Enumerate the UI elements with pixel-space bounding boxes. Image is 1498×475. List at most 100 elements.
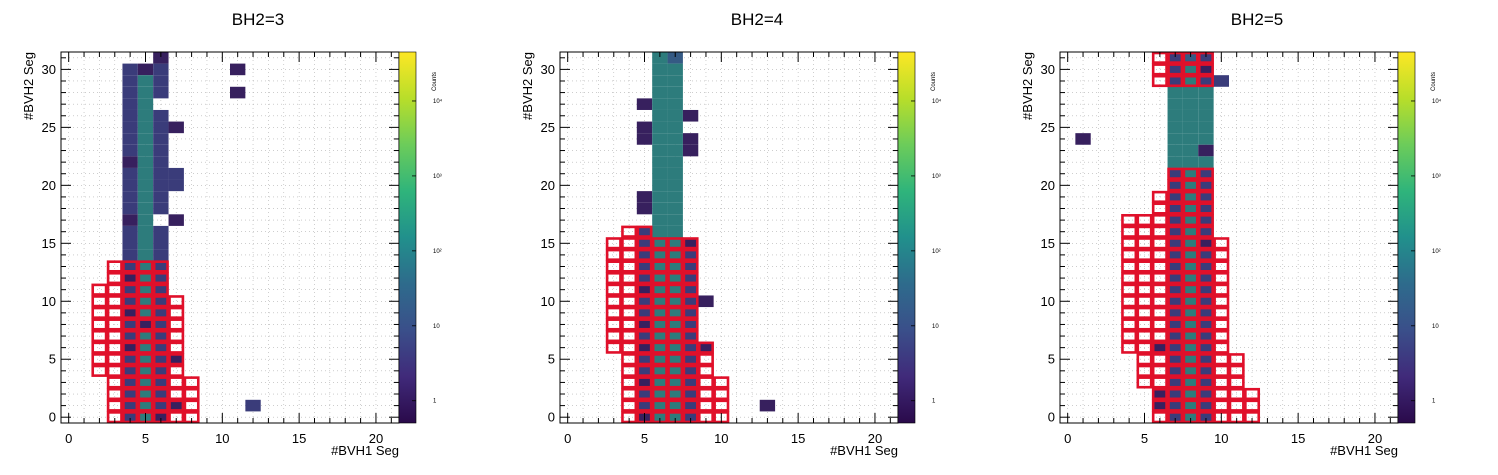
heatmap-cell (1198, 191, 1214, 203)
heatmap-cell (652, 318, 668, 331)
heatmap-cell (153, 86, 169, 99)
colorbar-frame (1397, 51, 1416, 424)
colorbar (898, 52, 915, 423)
heatmap-cell (652, 376, 668, 389)
selection-box (1182, 167, 1199, 180)
heatmap-cell (1167, 133, 1183, 145)
y-tick-label: 30 (541, 62, 555, 77)
x-tick-label: 15 (791, 431, 805, 446)
selection-box (1197, 74, 1214, 88)
heatmap-cell (667, 330, 683, 342)
heatmap-cell (1198, 399, 1214, 412)
selection-box (713, 387, 730, 401)
heatmap-cell (682, 376, 699, 389)
selection-box (667, 364, 684, 377)
selection-box (1167, 63, 1184, 76)
heatmap-cell (122, 330, 138, 342)
selection-box (651, 271, 668, 285)
selection-box (152, 306, 169, 319)
selection-box (1197, 283, 1214, 296)
heatmap-cell (1182, 341, 1199, 354)
selection-box (1197, 248, 1214, 261)
selection-box (1151, 353, 1168, 366)
y-tick-label: 30 (1041, 62, 1055, 77)
heatmap-cell (636, 376, 653, 389)
selection-box (1197, 306, 1214, 319)
selection-box (651, 248, 668, 261)
heatmap-cell (667, 411, 683, 423)
heatmap-cell (682, 237, 699, 250)
selection-box (682, 260, 699, 273)
selection-box (651, 318, 668, 331)
heatmap-cell (122, 109, 138, 122)
selection-box (636, 341, 653, 354)
heatmap-cell (1198, 376, 1214, 389)
selection-box (1151, 295, 1168, 308)
heatmap-cell (122, 237, 138, 250)
heatmap-cell (667, 179, 683, 192)
heatmap-cell (682, 388, 699, 400)
selection-box (621, 248, 638, 261)
selection-box (152, 376, 169, 389)
selection-box (106, 399, 123, 412)
y-tick-label: 0 (548, 410, 555, 425)
selection-box (651, 376, 668, 389)
heatmap-cell (122, 214, 138, 226)
selection-box (1197, 202, 1214, 215)
heatmap-cell (153, 63, 169, 76)
selection-box (1151, 237, 1168, 250)
selection-box (621, 341, 638, 354)
selection-box (1151, 271, 1168, 285)
heatmap-cell (1198, 260, 1214, 273)
plot-area (61, 52, 399, 423)
selection-box (137, 318, 154, 331)
heatmap-cell (137, 272, 154, 284)
selection-box (682, 237, 699, 250)
heatmap-cell (122, 272, 138, 284)
selection-box (106, 329, 123, 343)
selection-box (1213, 306, 1230, 319)
heatmap-cell (667, 98, 683, 110)
selection-box (91, 318, 108, 331)
selection-box (667, 260, 684, 273)
heatmap-cell (1167, 202, 1183, 215)
heatmap-cell (1198, 225, 1214, 238)
selection-box (1197, 341, 1214, 354)
selection-box (667, 341, 684, 354)
heatmap-cell (1167, 376, 1183, 389)
selection-box (1151, 387, 1168, 401)
selection-box (697, 364, 714, 377)
selection-box (1167, 353, 1184, 366)
heatmap-cell (1198, 156, 1214, 168)
selection-box (1182, 260, 1199, 273)
selection-box (1197, 237, 1214, 250)
selection-box (1136, 376, 1153, 389)
x-tick-label: 10 (714, 431, 728, 446)
selection-box (1121, 214, 1138, 227)
selection-box (1167, 387, 1184, 401)
heatmap-cell (1182, 52, 1199, 64)
selection-box (1197, 260, 1214, 273)
heatmap-cell (137, 307, 154, 319)
heatmap-cell (1198, 249, 1214, 261)
heatmap-cell (636, 237, 653, 250)
heatmap-cell (168, 121, 184, 134)
selection-box (1136, 260, 1153, 273)
heatmap-cell (137, 144, 154, 157)
selection-box (1197, 179, 1214, 192)
heatmap-cell (153, 179, 169, 192)
selection-box (1182, 237, 1199, 250)
colorbar-tick-label: 1 (932, 399, 936, 405)
selection-box (605, 318, 622, 331)
heatmap-cell (1182, 307, 1199, 319)
heatmap-cell (636, 365, 653, 377)
heatmap-cell (137, 167, 154, 180)
selection-box (168, 399, 185, 412)
selection-box (1213, 295, 1230, 308)
selection-box (667, 248, 684, 261)
heatmap-cell (137, 191, 154, 203)
selection-box (152, 283, 169, 296)
selection-box (1213, 329, 1230, 343)
heatmap-cell (1167, 399, 1183, 412)
